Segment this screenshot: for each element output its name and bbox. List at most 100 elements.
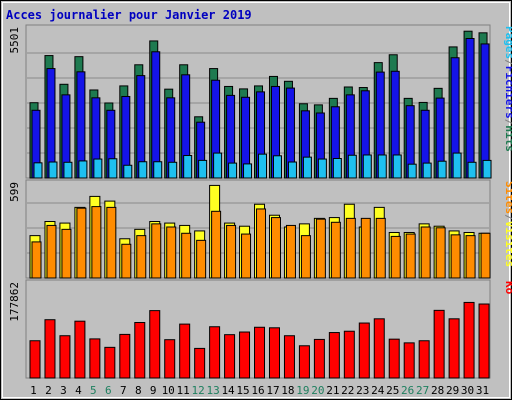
bar-ko-day-31: [478, 303, 490, 379]
bar-pages-day-1: [33, 162, 43, 179]
x-tick-label-day-10: 10: [162, 384, 175, 397]
bar-ko-day-17: [268, 327, 280, 379]
bar-sites-day-28: [435, 227, 446, 279]
bar-pages-day-7: [123, 164, 133, 179]
bar-ko-day-10: [164, 339, 176, 379]
legend-hits-fichiers-pages: Pages/Fichiers/Hits: [503, 26, 512, 152]
bar-sites-day-10: [166, 226, 177, 279]
bar-pages-day-20: [317, 158, 327, 179]
x-tick-label-day-25: 25: [386, 384, 399, 397]
bar-sites-day-19: [300, 235, 311, 279]
bar-pages-day-30: [467, 161, 477, 179]
bar-ko-day-22: [343, 330, 355, 379]
bar-ko-day-18: [283, 335, 295, 379]
bar-ko-day-9: [149, 310, 161, 379]
legend-entry-pages: Pages: [503, 26, 512, 59]
bar-ko-day-26: [403, 342, 415, 379]
bar-sites-day-21: [330, 221, 341, 279]
legend-entry-visites: Visites: [503, 221, 512, 267]
bar-sites-day-13: [211, 210, 222, 279]
bar-sites-day-22: [345, 217, 356, 279]
x-tick-label-day-13: 13: [206, 384, 219, 397]
x-tick-label-day-5: 5: [90, 384, 97, 397]
x-tick-label-day-11: 11: [177, 384, 190, 397]
bar-sites-day-2: [46, 224, 57, 279]
legend-entry-fichiers: Fichiers: [503, 66, 512, 119]
bar-ko-day-19: [298, 345, 310, 379]
bar-ko-day-16: [254, 326, 266, 379]
x-tick-label-day-3: 3: [60, 384, 67, 397]
bar-pages-day-12: [198, 159, 208, 179]
y-max-label-visites-sites: 599: [8, 182, 21, 202]
bar-sites-day-12: [196, 239, 207, 279]
bar-sites-day-17: [270, 217, 281, 279]
x-tick-label-day-27: 27: [416, 384, 429, 397]
bar-ko-day-15: [239, 331, 251, 379]
x-tick-label-day-8: 8: [135, 384, 142, 397]
x-tick-label-day-28: 28: [431, 384, 444, 397]
bar-sites-day-30: [465, 235, 476, 279]
bar-ko-day-27: [418, 340, 430, 379]
bar-sites-day-11: [181, 232, 192, 279]
bar-pages-day-23: [362, 154, 372, 179]
bar-pages-day-18: [287, 161, 297, 179]
bar-sites-day-24: [375, 217, 386, 279]
bar-pages-day-10: [168, 161, 178, 179]
bar-sites-day-6: [106, 206, 117, 279]
inner-bevel: [2, 2, 510, 398]
bar-ko-day-3: [59, 335, 71, 379]
x-tick-label-day-17: 17: [266, 384, 279, 397]
x-tick-label-day-6: 6: [105, 384, 112, 397]
bar-sites-day-9: [151, 223, 162, 279]
legend-entry-sites: Sites: [503, 181, 512, 214]
bar-pages-day-28: [437, 160, 447, 179]
x-tick-label-day-24: 24: [371, 384, 385, 397]
bar-pages-day-17: [272, 155, 282, 179]
bar-ko-day-12: [194, 347, 206, 379]
x-tick-label-day-30: 30: [461, 384, 474, 397]
bar-ko-day-11: [179, 323, 191, 379]
x-tick-label-day-20: 20: [311, 384, 324, 397]
chart-title: Acces journalier pour Janvier 2019: [6, 8, 252, 22]
bar-pages-day-5: [93, 158, 103, 179]
x-tick-label-day-21: 21: [326, 384, 339, 397]
bar-pages-day-11: [183, 155, 193, 179]
bar-ko-day-20: [313, 338, 325, 379]
bar-ko-day-21: [328, 332, 340, 379]
bar-sites-day-27: [420, 226, 431, 279]
legend-entry-hits: Hits: [503, 125, 512, 152]
bar-sites-day-7: [121, 243, 132, 279]
bar-fichiers-day-30: [465, 38, 475, 179]
bar-sites-day-18: [285, 224, 296, 279]
legend-separator: /: [503, 214, 512, 221]
bar-ko-day-1: [29, 340, 41, 379]
bar-pages-day-4: [78, 160, 88, 179]
bar-ko-day-5: [89, 338, 101, 379]
legend-separator: /: [503, 59, 512, 66]
x-tick-label-day-9: 9: [150, 384, 157, 397]
legend-separator: /: [503, 119, 512, 126]
bar-sites-day-1: [31, 241, 42, 279]
y-max-label-ko: 177862: [8, 282, 21, 322]
bar-ko-day-7: [119, 333, 131, 379]
bar-ko-day-23: [358, 322, 370, 379]
legend-visites-sites: Sites/Visites: [503, 181, 512, 267]
bar-ko-day-28: [433, 309, 445, 379]
bar-sites-day-25: [390, 235, 401, 279]
bar-pages-day-8: [138, 161, 148, 179]
bar-sites-day-23: [360, 217, 371, 279]
bar-pages-day-16: [258, 153, 268, 179]
x-tick-label-day-26: 26: [401, 384, 414, 397]
x-tick-label-day-15: 15: [236, 384, 249, 397]
bar-sites-day-16: [256, 208, 267, 279]
bar-pages-day-31: [482, 159, 492, 179]
x-tick-label-day-16: 16: [251, 384, 264, 397]
bar-pages-day-25: [392, 154, 402, 179]
bar-pages-day-15: [243, 163, 253, 179]
x-tick-label-day-22: 22: [341, 384, 354, 397]
bar-ko-day-6: [104, 346, 116, 379]
bar-pages-day-9: [153, 161, 163, 179]
x-tick-label-day-31: 31: [476, 384, 489, 397]
